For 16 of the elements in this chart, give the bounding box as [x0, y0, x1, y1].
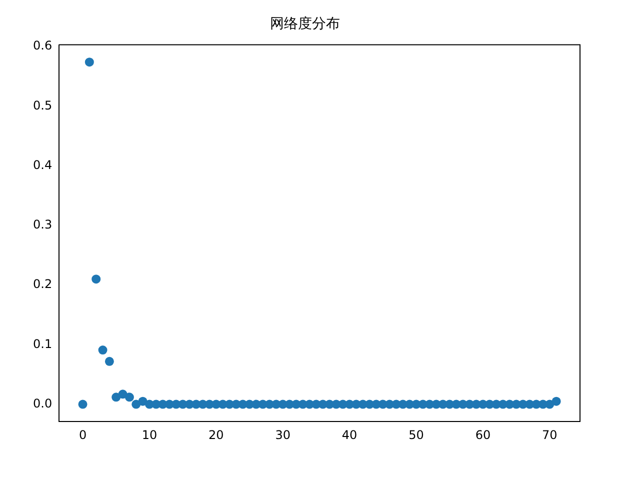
y-tick-label: 0.6 — [32, 38, 52, 53]
x-tick-label: 50 — [408, 428, 424, 442]
x-tick-label: 20 — [208, 428, 224, 442]
y-tick-label: 0.4 — [32, 158, 52, 172]
x-tick-label: 40 — [342, 428, 358, 442]
y-tick-label: 0.2 — [32, 277, 52, 292]
y-tick-label: 0.5 — [32, 98, 52, 112]
x-tick-label: 60 — [475, 428, 491, 442]
x-tick-label: 30 — [275, 428, 290, 442]
y-tick-label: 0.1 — [32, 336, 52, 351]
x-tick-label: 10 — [142, 428, 158, 442]
y-tick-label: 0.0 — [32, 396, 52, 410]
y-tick-label: 0.3 — [32, 218, 52, 232]
chart-title: 网络度分布 — [270, 16, 340, 32]
x-tick-label: 0 — [78, 428, 87, 442]
x-tick-label: 70 — [542, 428, 558, 442]
